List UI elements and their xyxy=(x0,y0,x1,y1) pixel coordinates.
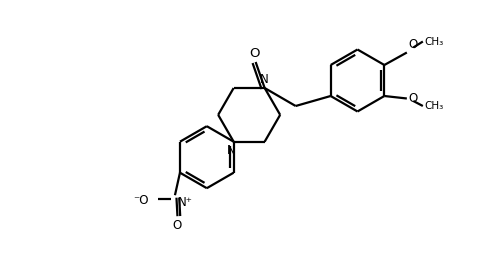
Text: N: N xyxy=(227,144,235,157)
Text: ⁻O: ⁻O xyxy=(133,194,148,207)
Text: N: N xyxy=(260,72,269,85)
Text: O: O xyxy=(409,38,418,51)
Text: CH₃: CH₃ xyxy=(425,36,444,46)
Text: O: O xyxy=(250,46,260,60)
Text: CH₃: CH₃ xyxy=(425,101,444,111)
Text: O: O xyxy=(409,92,418,105)
Text: N⁺: N⁺ xyxy=(178,196,192,209)
Text: O: O xyxy=(173,219,182,232)
